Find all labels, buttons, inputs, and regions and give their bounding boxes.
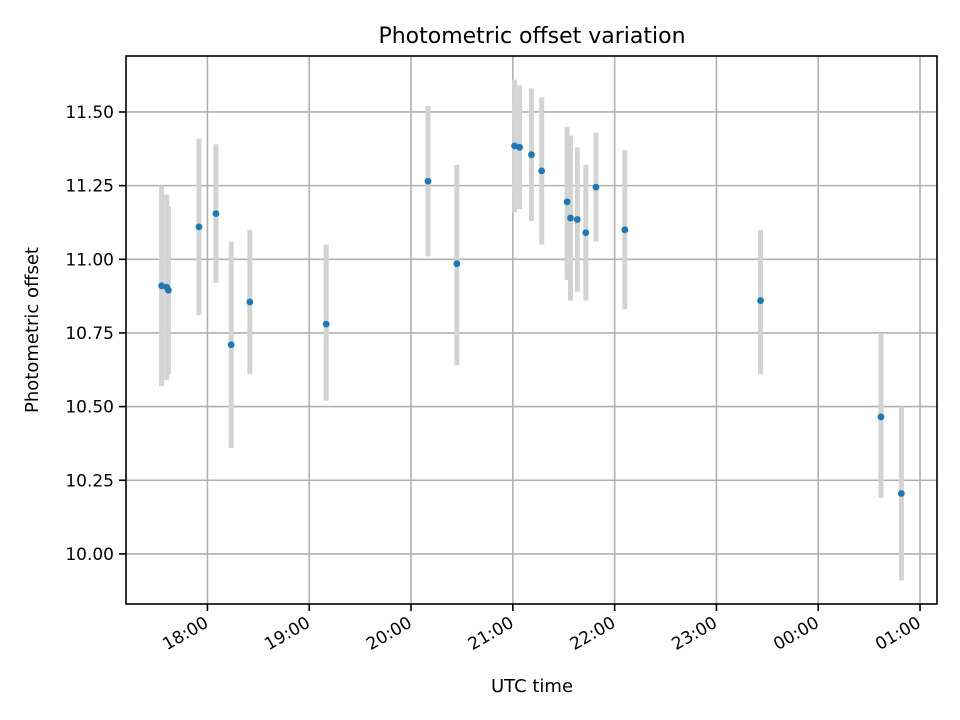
data-point — [757, 297, 764, 304]
data-point — [212, 210, 220, 218]
x-axis-ticks: 18:00 19:00 20:00 21:00 22:00 23:00 00:00 01:00 — [160, 604, 925, 655]
x-tick-label: 22:00 — [567, 613, 619, 655]
data-point — [246, 298, 254, 306]
y-tick-label: 10.25 — [65, 471, 114, 491]
x-tick-label: 19:00 — [261, 613, 313, 655]
data-point — [195, 223, 203, 231]
data-point — [582, 229, 590, 237]
y-axis-label: Photometric offset — [22, 247, 43, 413]
data-points — [158, 142, 905, 497]
data-point — [573, 216, 581, 223]
x-tick-label: 01:00 — [872, 613, 924, 655]
x-tick-label: 20:00 — [363, 613, 415, 655]
data-point — [227, 341, 235, 349]
y-tick-label: 10.75 — [65, 324, 114, 344]
x-tick-label: 23:00 — [668, 613, 720, 655]
data-point — [877, 413, 885, 421]
y-tick-label: 11.50 — [65, 103, 114, 123]
x-axis-label: UTC time — [491, 676, 573, 697]
y-tick-label: 10.00 — [65, 545, 114, 565]
data-point — [516, 143, 524, 151]
data-point — [424, 177, 432, 185]
x-tick-label: 21:00 — [465, 613, 517, 655]
data-point — [538, 167, 546, 175]
data-point — [453, 260, 461, 268]
y-axis-ticks: 10.00 10.25 10.50 10.75 11.00 11.25 11.50 — [65, 103, 126, 565]
data-point — [621, 226, 629, 234]
data-point — [897, 490, 905, 497]
data-point — [563, 198, 571, 206]
data-point — [528, 151, 535, 159]
x-tick-label: 00:00 — [770, 613, 822, 655]
plot-frame — [125, 55, 938, 605]
chart-title: Photometric offset variation — [378, 24, 685, 49]
data-point — [165, 286, 172, 294]
data-point — [592, 183, 600, 191]
y-tick-label: 11.00 — [65, 250, 114, 270]
x-tick-label: 18:00 — [160, 613, 212, 655]
data-point — [322, 320, 330, 328]
data-point — [567, 214, 574, 222]
y-tick-label: 11.25 — [65, 177, 114, 197]
y-tick-label: 10.50 — [65, 398, 114, 418]
